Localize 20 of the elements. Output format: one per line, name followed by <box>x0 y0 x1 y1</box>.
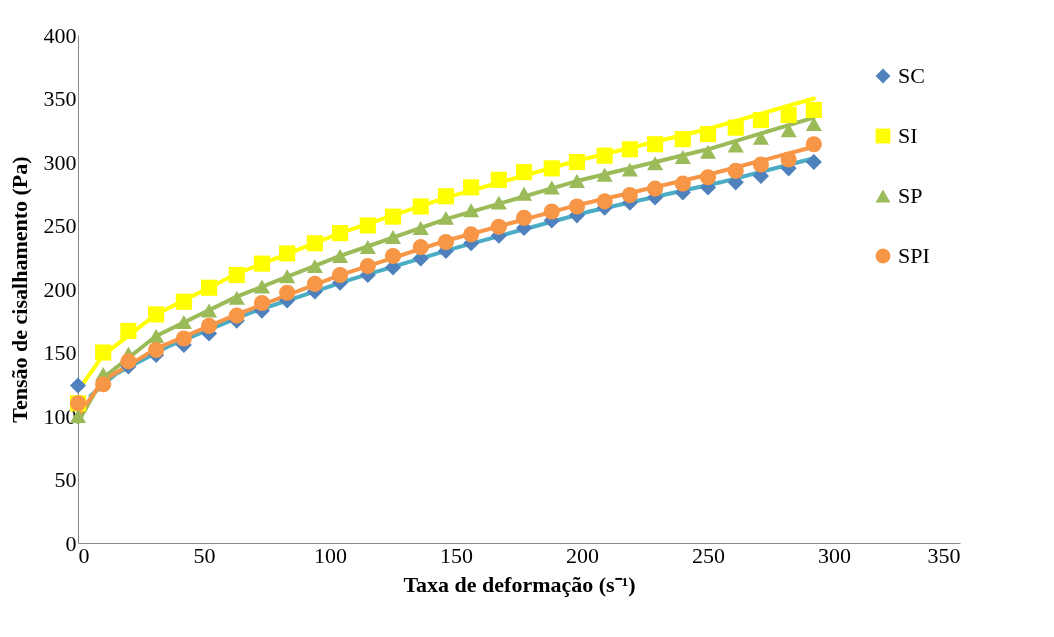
x-tick-label: 50 <box>193 542 216 568</box>
y-axis-title: Tensão de cisalhamento (Pa) <box>6 156 32 423</box>
y-tick-label: 300 <box>43 149 77 175</box>
x-tick-label: 150 <box>440 542 473 568</box>
x-tick-label: 350 <box>927 542 961 568</box>
x-tick-label: 250 <box>692 542 725 568</box>
legend-label: SP <box>898 183 923 208</box>
x-axis-title: Taxa de deformação (s⁻¹) <box>403 571 636 597</box>
y-tick-label: 250 <box>43 213 77 238</box>
y-tick-label: 150 <box>43 340 77 365</box>
x-tick-label: 300 <box>818 542 851 568</box>
x-tick-label: 200 <box>566 542 599 568</box>
legend-label: SPI <box>898 243 930 268</box>
y-tick-label: 350 <box>43 86 77 111</box>
legend-label: SI <box>898 123 918 148</box>
legend-label: SC <box>898 63 925 88</box>
y-tick-label: 50 <box>54 467 77 492</box>
y-tick-label: 400 <box>43 22 77 48</box>
x-tick-label: 100 <box>314 542 347 568</box>
y-tick-label: 200 <box>43 276 77 302</box>
